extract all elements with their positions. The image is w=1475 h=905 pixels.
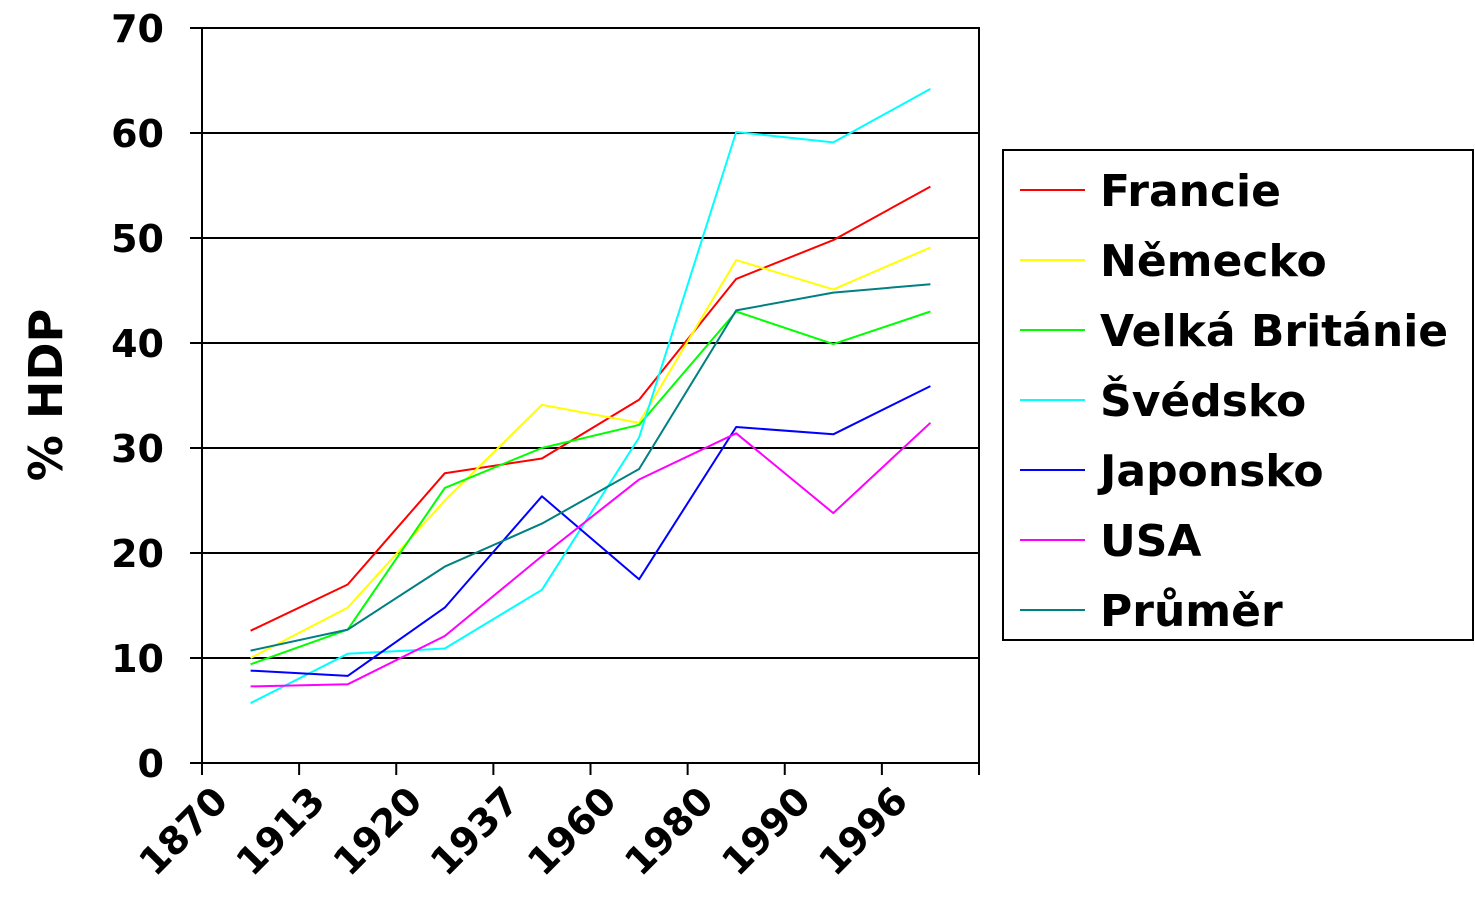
series-line-průměr — [250, 283, 931, 652]
legend-label: Švédsko — [1100, 374, 1306, 427]
gridlines — [202, 27, 979, 659]
plot-area — [201, 27, 980, 764]
series-line-francie — [250, 185, 931, 632]
y-tick-label: 70 — [111, 7, 164, 51]
x-tick-label: 1980 — [616, 778, 722, 884]
y-tick-label: 40 — [111, 322, 164, 366]
series-lines — [250, 88, 932, 704]
y-tick-label: 10 — [111, 637, 164, 681]
x-tick-label: 1920 — [325, 778, 431, 884]
series-line-usa — [250, 422, 932, 688]
legend-label: Průměr — [1100, 586, 1283, 637]
y-tick-labels: 0 10 20 30 40 50 60 70 — [111, 7, 164, 786]
legend-label: Japonsko — [1097, 446, 1324, 497]
x-tick-label: 1870 — [130, 778, 236, 884]
x-tick-label: 1960 — [519, 778, 625, 884]
axes — [190, 27, 980, 775]
legend-box — [1002, 149, 1474, 641]
y-axis-title: % HDP — [19, 309, 73, 482]
plot-frame — [201, 27, 980, 764]
legend-label: USA — [1100, 516, 1201, 567]
series-line-velká-británie — [250, 310, 931, 666]
series-line-japonsko — [250, 385, 931, 677]
x-tick-label: 1996 — [810, 778, 916, 884]
legend-label: Velká Británie — [1100, 306, 1448, 357]
y-tick-label: 50 — [111, 217, 164, 261]
y-tick-label: 60 — [111, 112, 164, 156]
x-tick-label: 1990 — [713, 778, 819, 884]
x-tick-label: 1937 — [422, 778, 528, 884]
series-line-švédsko — [250, 88, 931, 704]
y-tick-label: 20 — [111, 532, 164, 576]
y-tick-label: 30 — [111, 427, 164, 471]
y-tick-label: 0 — [138, 742, 164, 786]
legend-label: Francie — [1100, 166, 1281, 217]
legend-label: Německo — [1100, 236, 1327, 287]
series-line-německo — [250, 246, 931, 659]
x-tick-label: 1913 — [228, 778, 334, 884]
legend: Francie Německo Velká Británie Švédsko Japon… — [1002, 149, 1474, 641]
